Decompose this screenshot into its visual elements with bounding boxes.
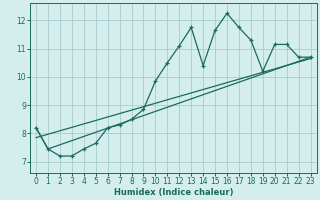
X-axis label: Humidex (Indice chaleur): Humidex (Indice chaleur) bbox=[114, 188, 233, 197]
